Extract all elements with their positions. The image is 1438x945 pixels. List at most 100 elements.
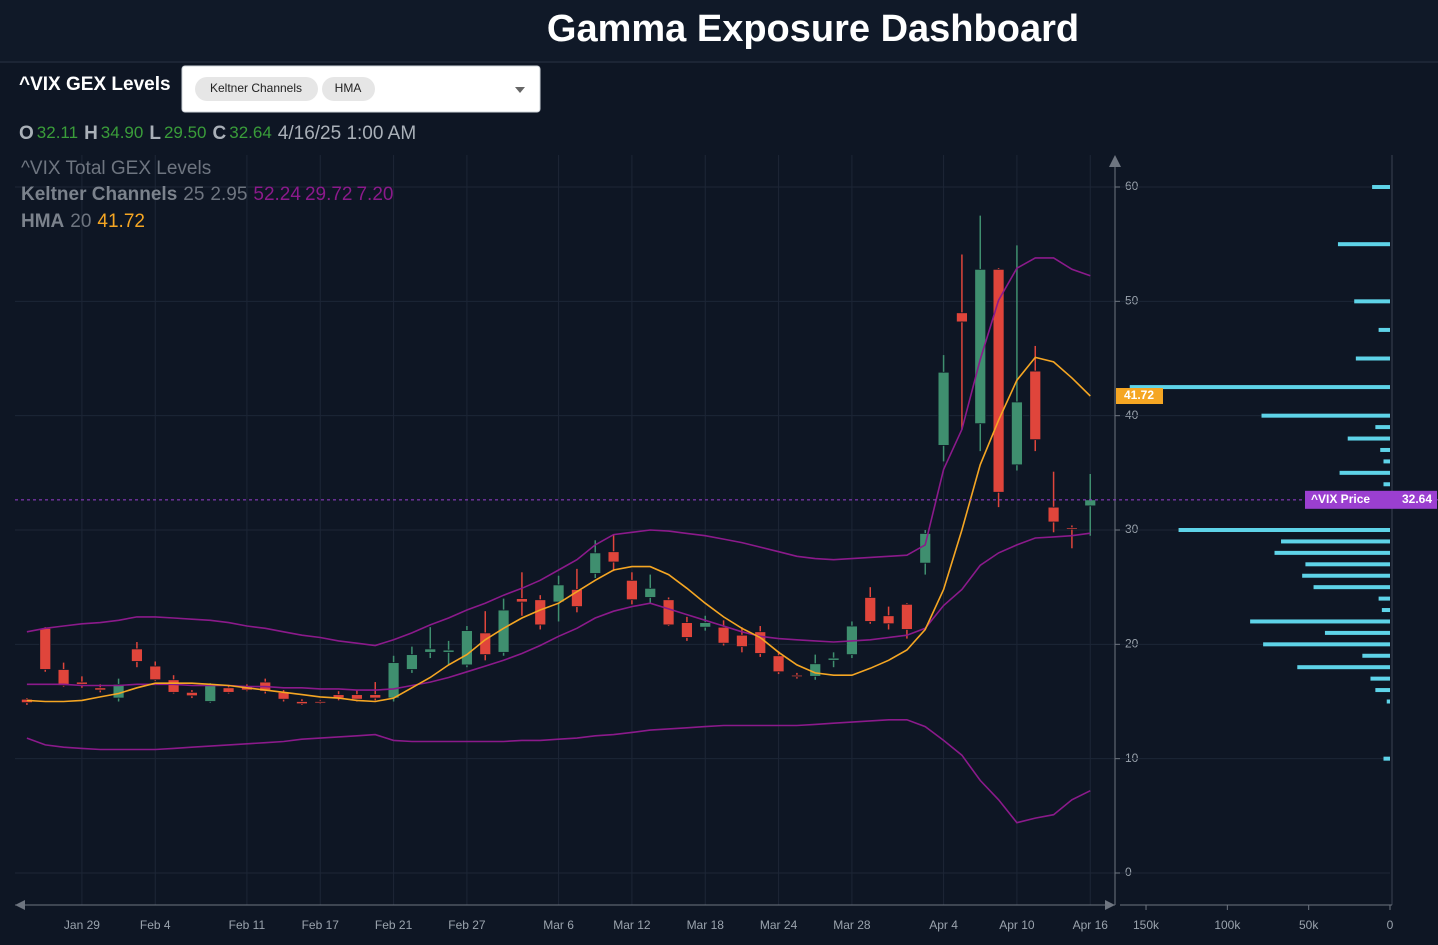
gex-bar [1297,665,1390,670]
gex-bar [1261,413,1390,418]
candle-body [589,552,602,574]
price-tag-value: 32.64 [1402,492,1432,506]
gex-bar [1372,185,1390,190]
gex-bar [1324,630,1390,635]
x-tick-label: Feb 27 [448,918,486,932]
x-tick-label: Mar 6 [543,918,574,932]
candle-body [827,657,840,661]
x-tick-label: Mar 18 [687,918,725,932]
readout-part: HMA [21,211,65,232]
candle-body [1066,527,1078,530]
gex-bar [1378,327,1390,332]
candle-body [424,648,437,653]
gex-bar [1178,528,1390,532]
readout-part: 52.24 [253,184,301,205]
indicator-line [26,532,1091,691]
gex-bar [1339,470,1390,475]
readout-part: O [19,123,34,144]
price-tag [1305,490,1437,509]
candle-body [1047,506,1060,523]
candle-body [39,627,52,670]
candle-body [791,674,803,678]
candle-body [296,701,308,705]
gex-bar [1370,676,1390,681]
y-axis-arrow [1109,155,1121,167]
candle-body [167,679,180,693]
indicator-dropdown[interactable]: Keltner Channels HMA [181,65,541,113]
candle-body [571,589,583,608]
gex-bar [1383,756,1390,761]
hma-legend: HMA 20 41.72 [21,211,145,232]
gex-x-tick-label: 50k [1299,918,1319,932]
readout-part: 29.72 [305,184,353,205]
chip[interactable] [195,77,318,101]
gex-bar [1302,573,1390,578]
chip[interactable] [322,77,375,101]
page-title: Gamma Exposure Dashboard [547,8,1079,50]
series-title: ^VIX Total GEX Levels [21,158,211,179]
readout-part: 32.64 [229,123,272,142]
gex-x-tick-label: 100k [1214,918,1241,932]
candle-body [681,622,693,638]
x-tick-label: Apr 4 [929,918,958,932]
gex-bar [1281,539,1390,544]
candle-body [442,649,455,653]
y-tick-label: 40 [1125,408,1139,422]
readout-part: 25 [183,184,204,205]
gex-bar [1378,596,1390,601]
readout-part: 20 [70,211,91,232]
indicator-line [26,356,1091,703]
readout-part: L [149,123,161,144]
gex-bar [1381,608,1390,613]
gex-bar [1375,425,1390,430]
readout-part: 29.50 [164,123,207,142]
gex-bar [1383,459,1390,464]
gex-bar [1386,699,1390,704]
gex-bar [1313,585,1390,590]
candle-body [607,551,620,563]
candle-body [516,598,528,603]
x-tick-label: Mar 24 [760,918,798,932]
candle-body [351,694,363,700]
candle-body [149,665,162,681]
readout-part: Keltner Channels [21,184,177,205]
candle-body [937,371,950,446]
readout-part: 7.20 [356,184,393,205]
candle-body [76,681,88,685]
gex-bar [1129,385,1390,390]
ohlc-readout: O 32.11 H 34.90 L 29.50 C 32.64 4/16/25 1:00 AM [19,123,416,144]
candle-body [552,584,565,603]
candle-body [1084,499,1097,507]
gex-bar [1383,482,1390,487]
candle-body [94,687,107,691]
gex-bar [1250,619,1390,624]
gex-bar [1263,642,1390,647]
x-tick-label: Jan 29 [64,918,100,932]
price-chart: 0 10 20 30 40 50 60 Jan 29 Feb 4 Feb 11 Feb 17 Feb … [15,155,1438,932]
panel-label: ^VIX GEX Levels [19,74,171,95]
header-band [0,0,1438,62]
candle-body [717,626,730,644]
candle-body [772,655,785,673]
gex-bar [1347,436,1390,441]
x-tick-label: Apr 10 [999,918,1035,932]
readout-part: 4/16/25 1:00 AM [278,123,416,144]
chip-label: Keltner Channels [210,81,302,95]
candle-body [882,615,895,625]
readout-part: 32.11 [37,123,78,142]
candle-body [901,603,913,630]
x-tick-label: Mar 28 [833,918,871,932]
hma-tag [1116,388,1163,405]
gex-bar [1274,550,1390,555]
indicator-line [26,719,1091,824]
readout-part: H [84,123,98,144]
gex-bar [1355,356,1390,361]
gex-bar [1362,653,1390,658]
keltner-legend: Keltner Channels 25 2.95 52.24 29.72 7.20 [21,184,393,205]
price-tag-name: ^VIX Price [1311,492,1370,506]
candle-body [809,663,822,677]
candle-body [131,648,143,662]
dropdown-arrow[interactable] [515,87,525,93]
candle-body [864,597,877,622]
